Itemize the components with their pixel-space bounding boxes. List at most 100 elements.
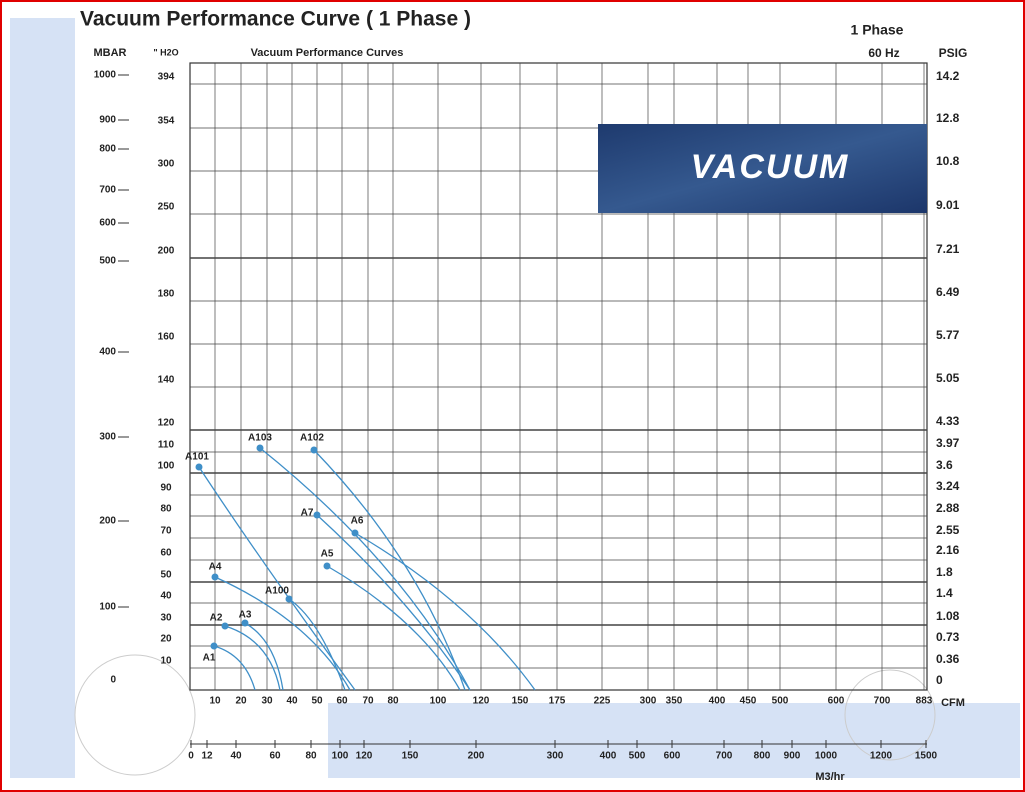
curve-label: A102 <box>300 433 324 444</box>
curve-start <box>241 619 249 627</box>
psig-label: 0.73 <box>936 630 960 644</box>
m3-label: 60 <box>269 751 281 762</box>
psig-label: 7.21 <box>936 242 960 256</box>
h2o-label: 300 <box>158 159 175 170</box>
psig-label: 3.24 <box>936 479 960 493</box>
cfm-label: 50 <box>311 696 323 707</box>
cfm-label: 150 <box>512 696 529 707</box>
psig-label: 1.08 <box>936 609 960 623</box>
h2o-label: 160 <box>158 332 175 343</box>
psig-label: 0 <box>936 673 943 687</box>
performance-curve <box>244 622 284 691</box>
curve-start <box>323 562 331 570</box>
banner <box>598 124 927 213</box>
curve-start <box>310 446 318 454</box>
curve-start <box>313 511 321 519</box>
h2o-label: 394 <box>158 72 175 83</box>
cfm-label: 225 <box>594 696 611 707</box>
curve-start <box>351 529 359 537</box>
curve-label: A101 <box>185 452 209 463</box>
side-strip <box>10 18 75 778</box>
curve-label: A100 <box>265 586 289 597</box>
cfm-label: 600 <box>828 696 845 707</box>
h2o-label: 110 <box>158 440 175 451</box>
cfm-label: 60 <box>336 696 348 707</box>
mbar-label: 200 <box>99 516 116 527</box>
mbar-label: 100 <box>99 602 116 613</box>
cfm-label: 300 <box>640 696 657 707</box>
banner-text: VACUUM <box>691 148 850 186</box>
psig-label: 0.36 <box>936 652 960 666</box>
performance-curve <box>316 514 471 691</box>
psig-unit: PSIG <box>939 46 968 60</box>
cfm-label: 100 <box>430 696 447 707</box>
h2o-label: 100 <box>158 461 175 472</box>
psig-label: 3.6 <box>936 458 953 472</box>
mbar-label: 300 <box>99 432 116 443</box>
phase: 1 Phase <box>851 22 904 38</box>
cfm-label: 350 <box>666 696 683 707</box>
m3-label: 500 <box>629 751 646 762</box>
m3-label: 300 <box>547 751 564 762</box>
h2o-label: 80 <box>160 504 172 515</box>
cfm-label: 120 <box>473 696 490 707</box>
psig-label: 14.2 <box>936 69 960 83</box>
curve-label: A1 <box>203 653 216 664</box>
cfm-label: 500 <box>772 696 789 707</box>
mbar-label: 1000 <box>94 70 117 81</box>
curve-start <box>221 622 229 630</box>
psig-label: 3.97 <box>936 436 960 450</box>
cfm-label: 450 <box>740 696 757 707</box>
psig-label: 2.16 <box>936 543 960 557</box>
cfm-label: 10 <box>209 696 221 707</box>
cfm-label: 20 <box>235 696 247 707</box>
cfm-label: 40 <box>286 696 298 707</box>
m3-label: 400 <box>600 751 617 762</box>
m3-label: 800 <box>754 751 771 762</box>
mbar-unit: MBAR <box>94 47 127 59</box>
h2o-label: 10 <box>160 656 172 667</box>
psig-label: 2.88 <box>936 501 960 515</box>
chart-title: Vacuum Performance Curves <box>251 47 404 59</box>
m3-label: 0 <box>188 751 194 762</box>
m3-label: 120 <box>356 751 373 762</box>
mbar-label: 800 <box>99 144 116 155</box>
mbar-label: 400 <box>99 347 116 358</box>
curve-label: A103 <box>248 433 272 444</box>
performance-curve <box>326 565 461 691</box>
m3-unit: M3/hr <box>815 771 845 783</box>
h2o-label: 180 <box>158 289 175 300</box>
motor-outline <box>74 654 196 776</box>
motor-outline <box>844 669 936 761</box>
h2o-label: 30 <box>160 613 172 624</box>
psig-label: 10.8 <box>936 154 960 168</box>
m3-label: 150 <box>402 751 419 762</box>
h2o-label: 60 <box>160 548 172 559</box>
curve-label: A6 <box>351 516 364 527</box>
cfm-label: 80 <box>387 696 399 707</box>
performance-curve <box>288 598 346 691</box>
plot-frame <box>189 62 928 691</box>
curve-label: A7 <box>301 508 314 519</box>
h2o-label: 70 <box>160 526 172 537</box>
mbar-label: 700 <box>99 185 116 196</box>
cfm-label: 70 <box>362 696 374 707</box>
m3-label: 1500 <box>915 751 938 762</box>
mbar-label: 500 <box>99 256 116 267</box>
psig-label: 5.77 <box>936 328 960 342</box>
page-title: Vacuum Performance Curve ( 1 Phase ) <box>80 8 471 31</box>
performance-curve <box>213 645 256 691</box>
m3-label: 1200 <box>870 751 893 762</box>
curve-start <box>285 595 293 603</box>
performance-curve <box>214 576 351 691</box>
h2o-label: 40 <box>160 591 172 602</box>
curve-label: A2 <box>210 613 223 624</box>
cfm-label: 883 <box>916 696 933 707</box>
h2o-label: 20 <box>160 634 172 645</box>
curve-start <box>195 463 203 471</box>
psig-label: 5.05 <box>936 371 960 385</box>
h2o-label: 50 <box>160 570 172 581</box>
performance-curve <box>224 625 281 691</box>
